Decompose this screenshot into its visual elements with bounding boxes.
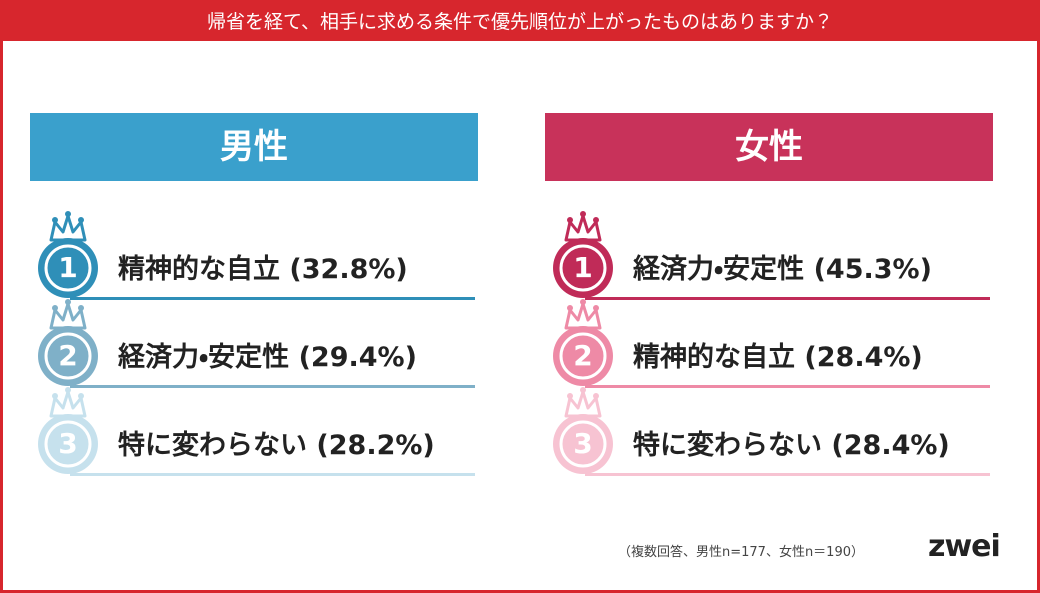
rank-badge: 1 [38, 211, 98, 298]
rank-number: 3 [58, 427, 77, 460]
rank-badge: 2 [553, 299, 613, 386]
rank-badge: 1 [553, 211, 613, 298]
footnote: （複数回答、男性n=177、女性n＝190） [618, 545, 864, 560]
rank-badge: 2 [38, 299, 98, 386]
rank-number: 2 [58, 339, 77, 372]
item-text: 経済力・安定性 (45.3%) [633, 254, 932, 285]
rank-badge: 3 [38, 387, 98, 474]
panel-heading: 男性 [30, 113, 478, 181]
item-text: 特に変わらない (28.2%) [118, 430, 435, 461]
rank-number: 1 [58, 251, 77, 284]
item-rule [70, 385, 475, 388]
item-text: 精神的な自立 (32.8%) [118, 254, 408, 285]
item-rule [585, 297, 990, 300]
logo: zwei [928, 529, 1001, 564]
item-rule [70, 297, 475, 300]
item-rule [585, 385, 990, 388]
rank-number: 2 [573, 339, 592, 372]
item-rule [585, 473, 990, 476]
rank-number: 3 [573, 427, 592, 460]
item-text: 経済力・安定性 (29.4%) [118, 342, 417, 373]
rank-number: 1 [573, 251, 592, 284]
rank-badge: 3 [553, 387, 613, 474]
panel-heading: 女性 [545, 113, 993, 181]
item-text: 特に変わらない (28.4%) [633, 430, 950, 461]
title-bar: 帰省を経て、相手に求める条件で優先順位が上がったものはありますか？ [3, 3, 1037, 41]
item-rule [70, 473, 475, 476]
item-text: 精神的な自立 (28.4%) [633, 342, 923, 373]
